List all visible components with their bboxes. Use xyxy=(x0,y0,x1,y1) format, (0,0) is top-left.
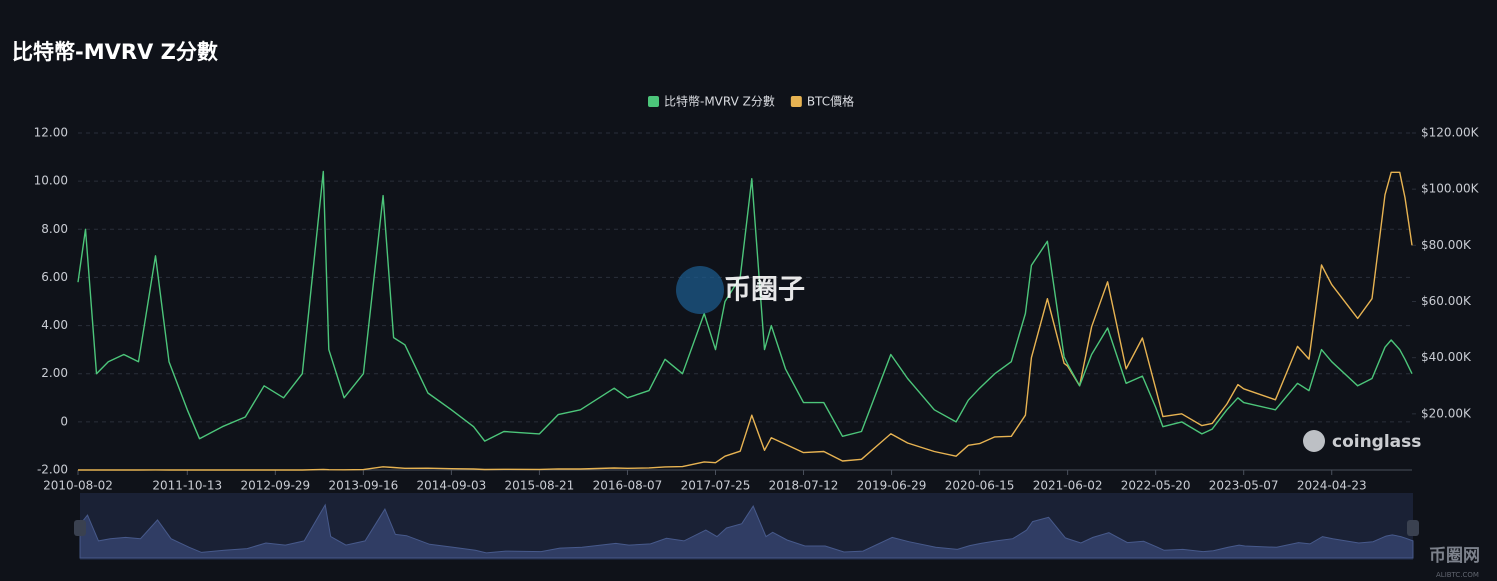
x-tick-label: 2020-06-15 xyxy=(945,479,1015,493)
legend-label: BTC價格 xyxy=(807,94,854,109)
x-tick-label: 2014-09-03 xyxy=(417,479,487,493)
watermark-text: 币圈子 xyxy=(724,275,805,306)
x-tick-label: 2011-10-13 xyxy=(152,479,222,493)
x-tick-label: 2023-05-07 xyxy=(1209,479,1279,493)
x-tick-label: 2017-07-25 xyxy=(681,479,751,493)
series-line xyxy=(78,171,1413,471)
grid: -2.00 0 2.00 4.00 6.00 8.00 10.00 12.00 $20.00K $… xyxy=(34,126,1480,493)
y-tick-label: 8.00 xyxy=(41,222,68,236)
y2-tick-label: $60.00K xyxy=(1421,294,1472,308)
legend-swatch xyxy=(790,96,802,107)
x-tick-label: 2021-06-02 xyxy=(1033,479,1103,493)
watermark-text: coinglass xyxy=(1332,432,1421,452)
y2-tick-label: $100.00K xyxy=(1421,182,1480,196)
navigator xyxy=(74,493,1419,560)
navigator-handle-left[interactable] xyxy=(74,520,86,536)
chart-title: 比特幣-MVRV Z分數 xyxy=(12,40,218,64)
x-tick-label: 2012-09-29 xyxy=(240,479,310,493)
watermark-logo xyxy=(1303,430,1325,452)
x-tick-label: 2018-07-12 xyxy=(769,479,839,493)
x-tick-label: 2013-09-16 xyxy=(328,479,398,493)
legend: 比特幣-MVRV Z分數 BTC價格 xyxy=(648,94,854,109)
y-tick-label: 10.00 xyxy=(34,174,68,188)
x-tick-label: 2019-06-29 xyxy=(857,479,927,493)
x-tick-label: 2010-08-02 xyxy=(43,479,113,493)
y-tick-label: 0 xyxy=(60,414,68,428)
y-tick-label: -2.00 xyxy=(37,463,68,477)
y2-tick-label: $40.00K xyxy=(1421,350,1472,364)
y-tick-label: 12.00 xyxy=(34,126,68,140)
watermark: 币圈子 coinglass 币圈网 ALIBTC.COM xyxy=(676,266,1480,579)
navigator-area xyxy=(79,503,1414,559)
navigator-handle-right[interactable] xyxy=(1407,520,1419,536)
y2-tick-label: $120.00K xyxy=(1421,126,1480,140)
x-tick-label: 2024-04-23 xyxy=(1297,479,1367,493)
x-tick-label: 2022-05-20 xyxy=(1121,479,1191,493)
x-tick-label: 2015-08-21 xyxy=(505,479,575,493)
navigator-preview xyxy=(79,503,1414,559)
legend-label: 比特幣-MVRV Z分數 xyxy=(664,94,775,109)
y-tick-label: 4.00 xyxy=(41,318,68,332)
y2-tick-label: $20.00K xyxy=(1421,406,1472,420)
watermark-text: 币圈网 xyxy=(1429,546,1480,566)
watermark-text: ALIBTC.COM xyxy=(1436,571,1479,579)
watermark-logo xyxy=(676,266,724,314)
plot xyxy=(77,170,1413,471)
legend-swatch xyxy=(648,96,659,107)
y-tick-label: 6.00 xyxy=(41,270,68,284)
y2-tick-label: $80.00K xyxy=(1421,238,1472,252)
x-tick-label: 2016-08-07 xyxy=(593,479,663,493)
series-line xyxy=(77,170,1413,442)
y-tick-label: 2.00 xyxy=(41,366,68,380)
